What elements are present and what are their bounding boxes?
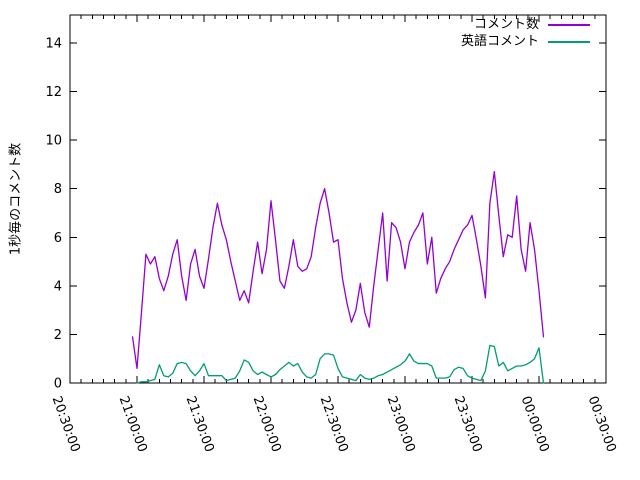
y-tick-label: 12 [45,85,62,100]
x-tick-label: 20:30:00 [49,394,83,454]
y-tick-label: 8 [54,182,62,197]
x-tick-label: 23:30:00 [451,394,485,454]
y-tick-label: 2 [54,328,62,343]
plot-border [69,14,607,384]
x-tick-label: 23:00:00 [384,394,418,454]
legend-item-english-comments: 英語コメント [461,34,590,49]
y-tick-label: 6 [54,231,62,246]
legend-label-english-comments: 英語コメント [460,34,539,49]
x-tick-label: 22:00:00 [250,394,284,454]
x-tick-label: 22:30:00 [317,394,351,454]
chart-legend: コメント数 英語コメント [461,17,590,49]
x-tick-label: 21:30:00 [183,394,217,454]
series-line-comments [131,171,545,370]
y-tick-label: 4 [54,279,62,294]
y-tick-label: 14 [45,36,62,51]
y-tick-label: 0 [54,377,62,392]
legend-item-comments: コメント数 [461,17,590,32]
legend-line-sample-english-comments [548,40,590,43]
legend-line-sample-comments [548,23,590,26]
series-line-english-comments [136,344,545,384]
y-tick-label: 10 [45,134,62,149]
x-tick-label: 21:00:00 [116,394,150,454]
x-tick-label: 00:30:00 [585,394,619,454]
x-tick-label: 00:00:00 [518,394,552,454]
legend-label-comments: コメント数 [473,17,539,32]
